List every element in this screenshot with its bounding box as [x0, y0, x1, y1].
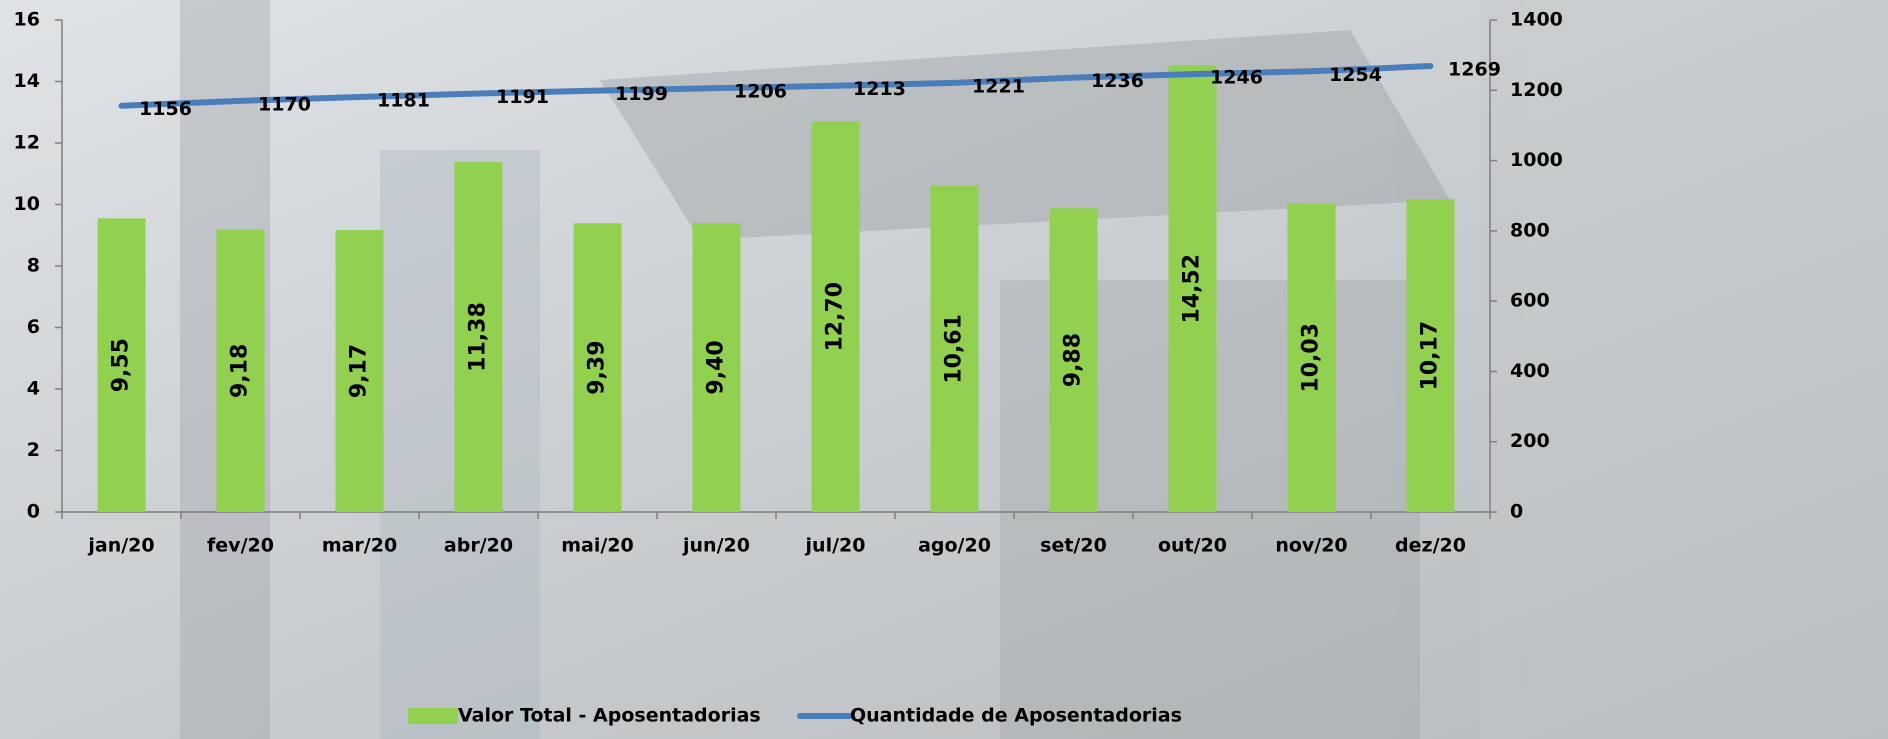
line	[118, 63, 1434, 109]
line-value-label: 1246	[1210, 67, 1263, 89]
bar	[692, 222, 741, 512]
y-tick-label: 0	[27, 501, 40, 523]
x-tick-label: dez/20	[1395, 535, 1466, 557]
line-value-label: 1221	[972, 75, 1025, 97]
y-tick-label: 4	[27, 378, 40, 400]
x-tick-label: ago/20	[918, 535, 991, 557]
y2-tick-label: 800	[1510, 219, 1550, 241]
line-value-label: 1206	[734, 81, 787, 103]
y-tick-label: 12	[14, 132, 40, 154]
y2-tick-label: 400	[1510, 360, 1550, 382]
line-value-label: 1191	[496, 86, 549, 108]
bar	[573, 223, 622, 512]
y-tick-label: 8	[27, 255, 40, 277]
bar-value-label: 9,39	[585, 340, 610, 394]
y2-tick-label: 1400	[1510, 9, 1563, 31]
x-tick-label: jan/20	[87, 535, 154, 557]
bar	[97, 218, 146, 512]
bar-value-label: 9,18	[228, 344, 253, 398]
x-tick-label: jul/20	[805, 535, 866, 557]
y2-tick-label: 0	[1510, 501, 1523, 523]
line-value-label: 1199	[615, 83, 668, 105]
x-tick-label: set/20	[1040, 535, 1107, 557]
line-value-label: 1170	[258, 93, 311, 115]
line-value-label: 1269	[1448, 59, 1501, 81]
bar	[216, 229, 265, 512]
bar-value-label: 9,55	[109, 338, 134, 392]
bar	[1049, 208, 1098, 512]
bar	[335, 230, 384, 512]
y-tick-label: 14	[14, 70, 40, 92]
legend-label: Quantidade de Aposentadorias	[850, 705, 1182, 727]
legend-swatch	[408, 708, 458, 724]
bar	[930, 185, 979, 512]
line-value-label: 1254	[1329, 64, 1382, 86]
line-value-label: 1213	[853, 78, 906, 100]
y2-tick-label: 600	[1510, 290, 1550, 312]
y2-tick-label: 1200	[1510, 79, 1563, 101]
y-tick-label: 2	[27, 439, 40, 461]
bar	[811, 121, 860, 512]
bar	[1406, 199, 1455, 512]
bar-value-label: 12,70	[823, 282, 848, 352]
line-value-label: 1156	[139, 98, 192, 120]
y-tick-label: 16	[14, 9, 40, 31]
x-tick-label: fev/20	[207, 535, 274, 557]
x-tick-label: out/20	[1158, 535, 1227, 557]
x-tick-label: jun/20	[682, 535, 750, 557]
bar-value-label: 10,61	[942, 314, 967, 384]
bar-value-label: 11,38	[466, 302, 491, 372]
bar-value-label: 10,17	[1418, 321, 1443, 391]
x-tick-label: nov/20	[1275, 535, 1347, 557]
line-value-label: 1181	[377, 89, 430, 111]
line-value-label: 1236	[1091, 70, 1144, 92]
x-tick-label: mar/20	[322, 535, 397, 557]
bar-value-label: 9,40	[704, 340, 729, 394]
bar-value-label: 14,52	[1180, 254, 1205, 324]
y-tick-label: 10	[14, 193, 40, 215]
y2-tick-label: 200	[1510, 430, 1550, 452]
bar	[1287, 203, 1336, 512]
x-tick-label: mai/20	[561, 535, 634, 557]
y-tick-label: 6	[27, 316, 40, 338]
bar	[1168, 65, 1217, 512]
bar-value-label: 10,03	[1299, 323, 1324, 393]
bar-value-label: 9,17	[347, 344, 372, 398]
legend-label: Valor Total - Aposentadorias	[458, 705, 761, 727]
x-tick-label: abr/20	[444, 535, 513, 557]
bar-value-label: 9,88	[1061, 333, 1086, 387]
bar	[454, 162, 503, 512]
y2-tick-label: 1000	[1510, 149, 1563, 171]
